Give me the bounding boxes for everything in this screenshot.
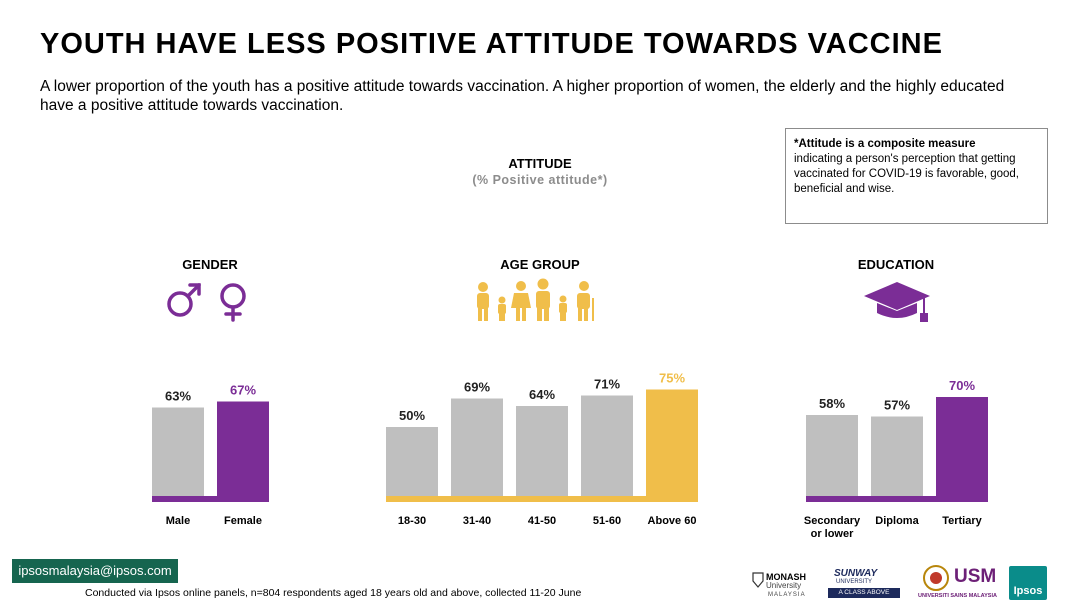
sunway-logo: SUNWAY UNIVERSITY A CLASS ABOVE xyxy=(828,566,902,600)
monash-crest-icon xyxy=(752,572,764,588)
baseline-gender xyxy=(152,496,269,502)
bar-education-2 xyxy=(936,397,988,502)
group-title-gender: GENDER xyxy=(182,257,238,272)
category-label-education-0: Secondary or lower xyxy=(804,515,861,540)
bar-charts: 63% Male 67% Female 50% 18-30 69% 31-40 64% 41-50… xyxy=(152,278,988,540)
category-label-age-1: 31-40 xyxy=(463,515,491,527)
female-symbol-icon xyxy=(220,283,246,322)
bar-age-2 xyxy=(516,406,568,496)
baseline-education xyxy=(806,496,988,502)
baseline-age xyxy=(386,496,698,502)
group-title-age: AGE GROUP xyxy=(500,257,580,272)
bars-layer: 63% Male 67% Female 50% 18-30 69% 31-40 64% 41-50… xyxy=(152,371,988,540)
sunway-sub: UNIVERSITY xyxy=(836,579,873,585)
category-label-gender-0: Male xyxy=(166,515,190,527)
data-label-education-1: 57% xyxy=(884,398,910,413)
category-label-education-2: Tertiary xyxy=(942,515,982,527)
category-label-age-2: 41-50 xyxy=(528,515,556,527)
category-label-gender-1: Female xyxy=(224,515,262,527)
bar-education-0 xyxy=(806,415,858,496)
monash-name: MONASH xyxy=(766,572,806,582)
methodology-footnote: Conducted via Ipsos online panels, n=804… xyxy=(85,587,582,599)
monash-country: MALAYSIA xyxy=(768,592,806,598)
usm-name: USM xyxy=(954,566,997,587)
family-group-icon xyxy=(477,278,594,321)
contact-email[interactable]: ipsosmalaysia@ipsos.com xyxy=(12,559,178,583)
sunway-tag: A CLASS ABOVE xyxy=(828,588,900,598)
usm-crest-icon xyxy=(923,565,949,591)
bar-age-4 xyxy=(646,389,698,502)
bar-age-1 xyxy=(451,398,503,496)
data-label-age-2: 64% xyxy=(529,387,555,402)
category-label-age-3: 51-60 xyxy=(593,515,621,527)
group-title-education: EDUCATION xyxy=(857,257,935,272)
graduation-cap-icon xyxy=(864,282,930,322)
data-label-age-3: 71% xyxy=(594,377,620,392)
chart-subtitle: (% Positive attitude*) xyxy=(472,173,608,187)
page-subtitle: A lower proportion of the youth has a po… xyxy=(40,78,1005,114)
category-label-age-4: Above 60 xyxy=(648,515,697,527)
note-heading: *Attitude is a composite measure xyxy=(794,138,976,150)
sunway-name: SUNWAY xyxy=(834,568,878,579)
ipsos-logo: Ipsos xyxy=(1009,566,1047,600)
male-symbol-icon xyxy=(167,283,201,317)
page-title: YOUTH HAVE LESS POSITIVE ATTITUDE TOWARD… xyxy=(40,28,943,60)
data-label-gender-1: 67% xyxy=(230,383,256,398)
category-label-age-0: 18-30 xyxy=(398,515,426,527)
data-label-education-2: 70% xyxy=(949,378,975,393)
data-label-gender-0: 63% xyxy=(165,389,191,404)
monash-sub: University xyxy=(766,581,802,590)
chart-title: ATTITUDE xyxy=(508,156,572,171)
monash-logo: MONASH University MALAYSIA xyxy=(752,570,814,600)
bar-age-3 xyxy=(581,395,633,496)
usm-sub: UNIVERSITI SAINS MALAYSIA xyxy=(918,593,997,599)
attitude-definition-note: *Attitude is a composite measure indicat… xyxy=(785,128,1048,224)
data-label-age-1: 69% xyxy=(464,380,490,395)
bar-education-1 xyxy=(871,416,923,496)
data-label-age-0: 50% xyxy=(399,408,425,423)
data-label-education-0: 58% xyxy=(819,396,845,411)
bar-gender-0 xyxy=(152,407,204,496)
note-body: indicating a person's perception that ge… xyxy=(794,153,1020,195)
data-label-age-4: 75% xyxy=(659,371,685,386)
category-label-education-1: Diploma xyxy=(875,515,919,527)
usm-logo: USM UNIVERSITI SAINS MALAYSIA xyxy=(918,564,997,602)
bar-gender-1 xyxy=(217,401,269,502)
bar-age-0 xyxy=(386,427,438,496)
